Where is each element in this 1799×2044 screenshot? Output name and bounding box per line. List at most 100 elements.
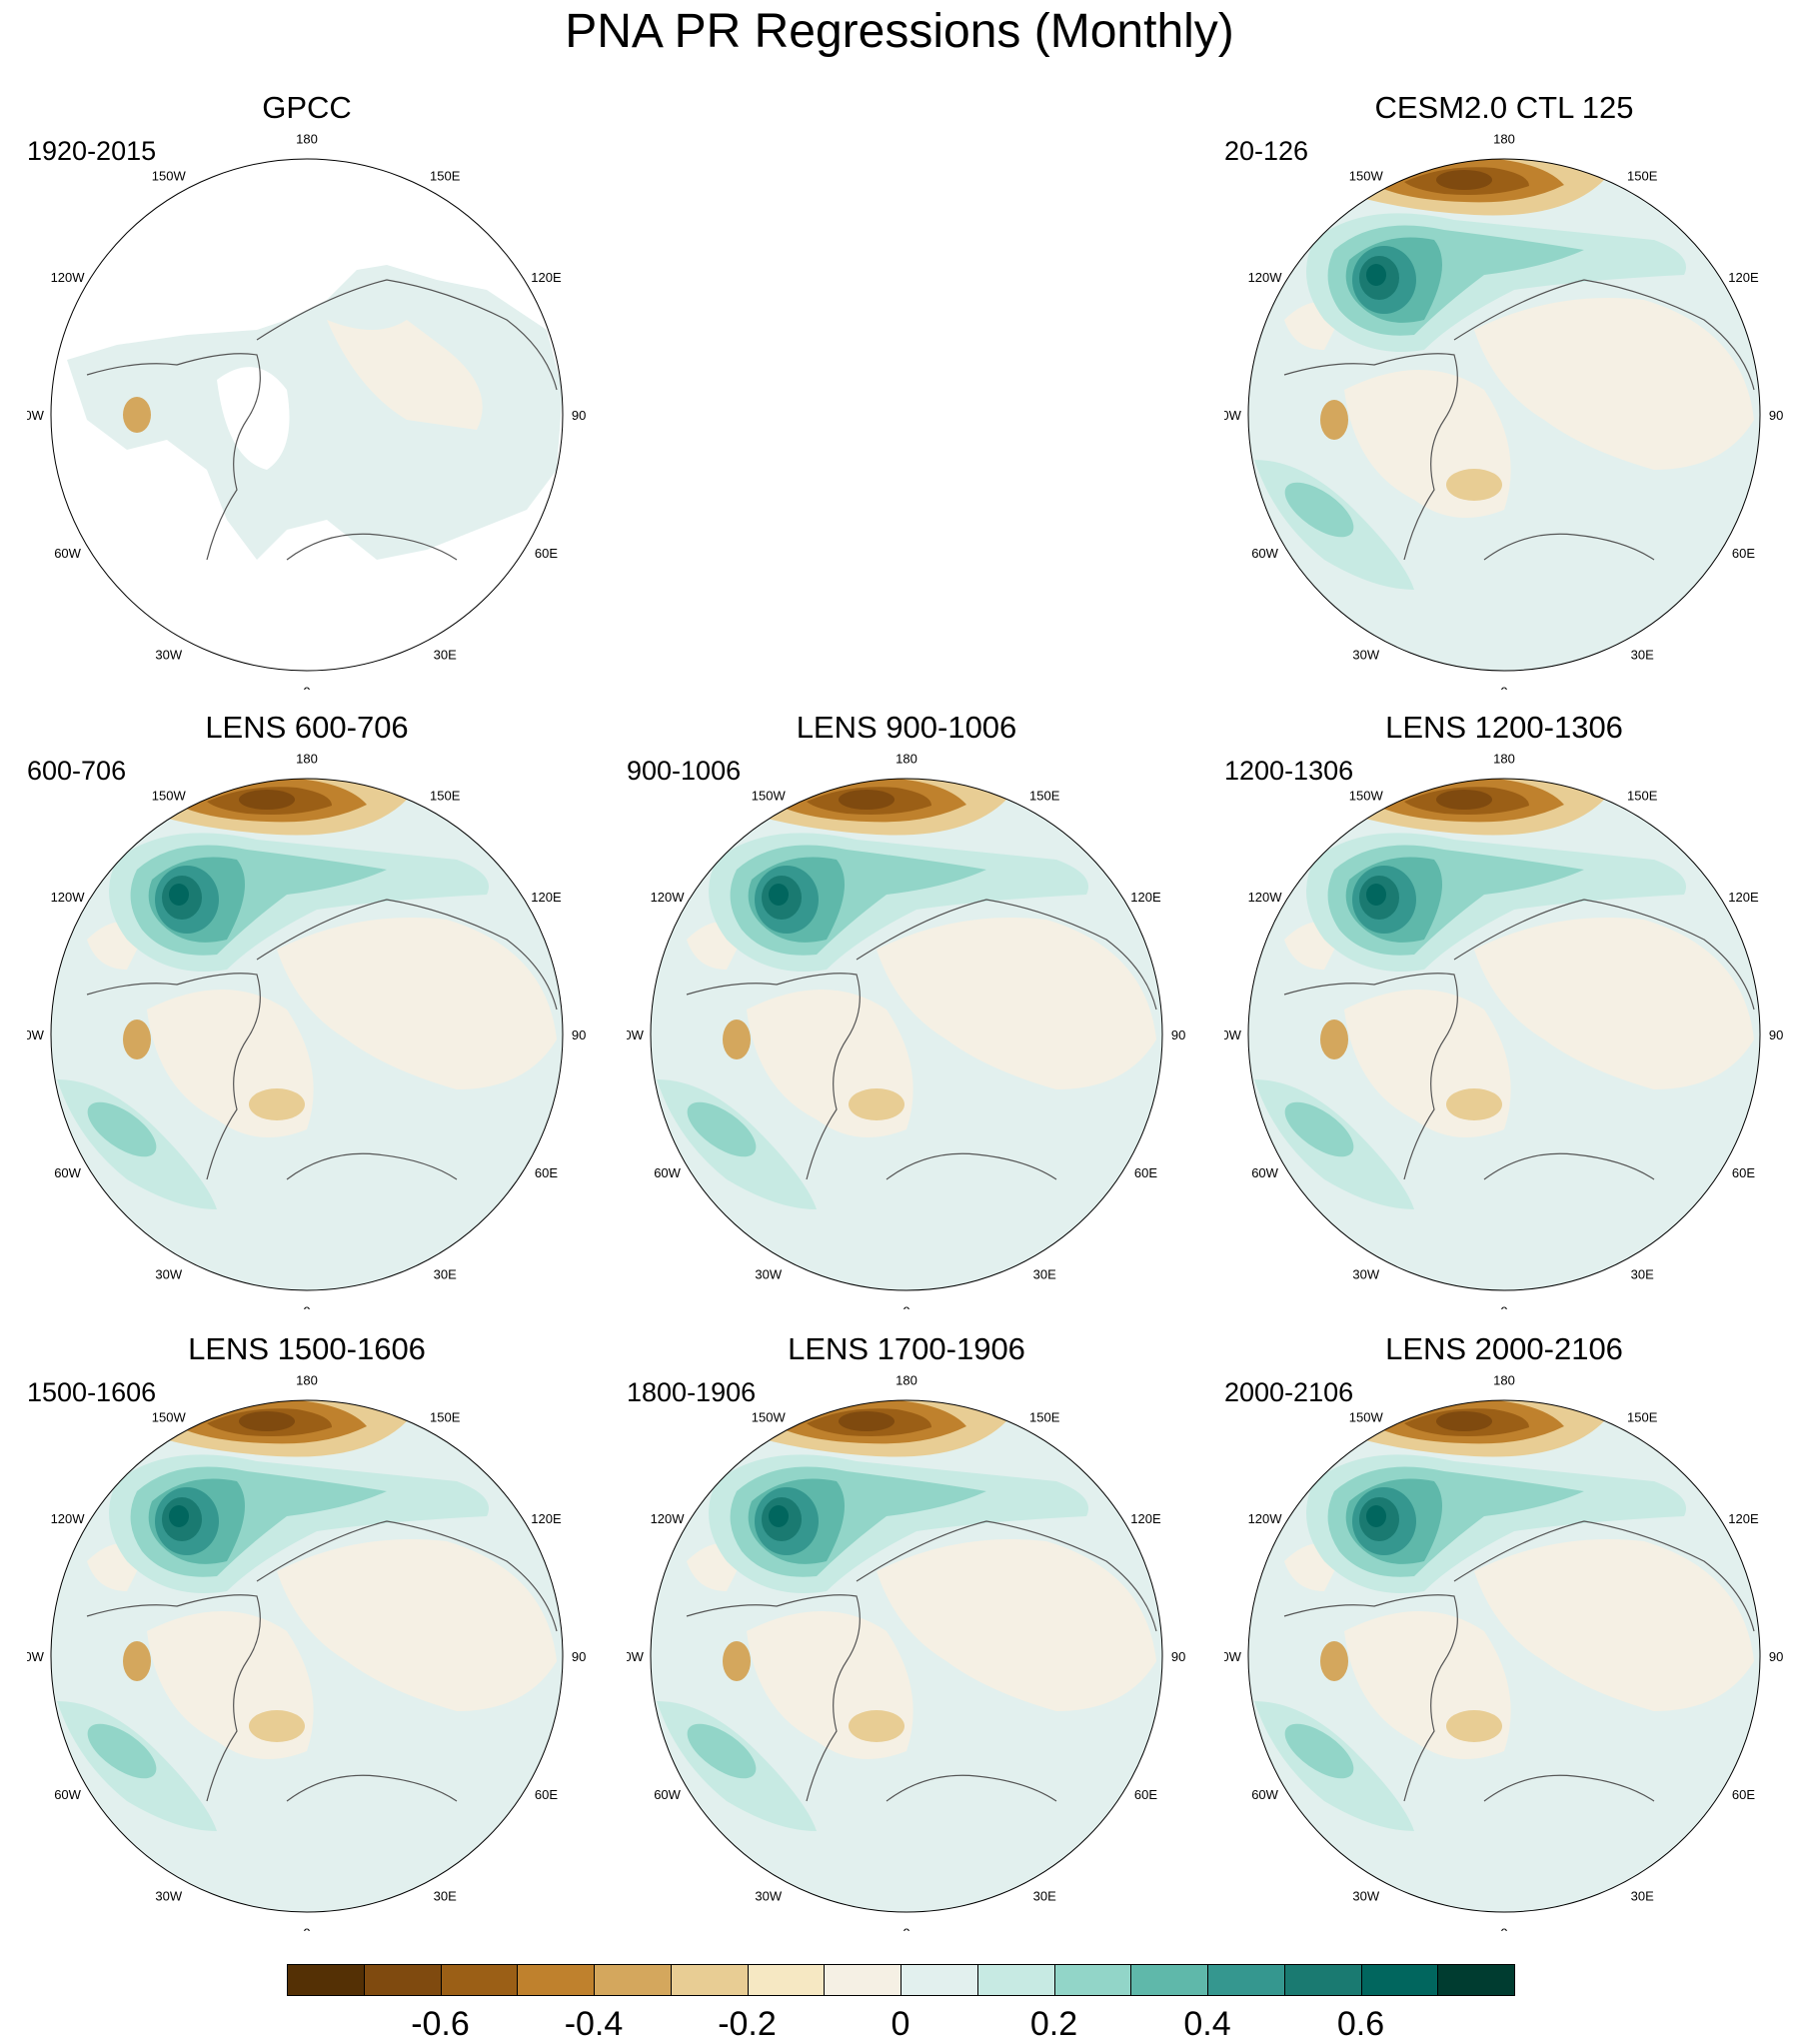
colorbar-box [976,1964,1055,1996]
lon-label: 120W [1248,270,1283,285]
colorbar [287,1964,1515,2000]
lon-label: 150W [1349,1410,1384,1425]
colorbar-box [440,1964,519,1996]
lon-label: 150W [1349,169,1384,184]
lon-label: 120E [531,890,562,905]
panel-period: 1500-1606 [27,1377,157,1407]
lon-label: 30W [755,1888,782,1903]
lon-label: 150E [1627,789,1658,804]
lon-label: 30W [1352,647,1379,662]
colorbar-box [1207,1964,1285,1996]
colorbar-box [824,1964,901,1996]
lon-label: 90W [27,1649,45,1664]
lon-label: 30E [1631,647,1654,662]
colorbar-box [1437,1964,1515,1996]
panel-period: 1200-1306 [1224,756,1354,786]
map-panel-lens1500: LENS 1500-1606 1500-1606 180 150E 120E 90E 60E… [27,1331,587,1931]
colorbar-box [1053,1964,1132,1996]
lon-label: 150W [752,789,787,804]
map-panel-lens1700: LENS 1700-1906 1800-1906 180 150E 120E 90E 60E… [627,1331,1186,1931]
map-boundary [1247,158,1761,672]
lon-label: 120W [1248,890,1283,905]
map-boundary [50,778,564,1291]
panel-title: LENS 900-1006 [796,710,1017,745]
lon-label: 150W [152,169,187,184]
lon-label: 60E [535,1165,558,1180]
negative-anomaly [123,397,151,433]
lon-label: 150E [430,1410,461,1425]
lon-label: 120E [1728,270,1759,285]
lon-label: 180 [896,1373,917,1388]
lon-label: 120W [51,1511,86,1526]
lon-label: 90E [1171,1649,1186,1664]
map-boundary [1247,778,1761,1291]
polar-map: 180 150E 120E 90E 60E 30E 0 30W 60W 90W 120W 150W [27,1373,587,1931]
polar-map: 180 150E 120E 90E 60E 30E 0 30W 60W 90W 120W 150W [1224,1373,1784,1931]
coastlines [1283,279,1755,561]
lon-label: 90W [627,1649,645,1664]
colorbar-box [517,1964,595,1996]
map-boundary [50,1399,564,1913]
colorbar-tick-label: -0.4 [564,2005,624,2043]
lon-label: 60E [1134,1165,1157,1180]
lon-label: 180 [296,1373,318,1388]
lon-label: 60W [654,1787,681,1802]
lon-label: 30W [755,1266,782,1281]
lon-label: 90E [572,1649,587,1664]
map-panel-lens900: LENS 900-1006 900-1006 180 150E 120E 90E 60E 30… [627,710,1186,1309]
lon-label: 30E [434,1888,457,1903]
lon-label: 60W [1251,546,1278,561]
panel-period: 1800-1906 [627,1377,757,1407]
panel-period: 1920-2015 [27,136,157,166]
lon-label: 90W [1224,1649,1242,1664]
colorbar-box [900,1964,978,1996]
lon-label: 60W [1251,1165,1278,1180]
lon-label: 150W [152,789,187,804]
map-boundary [650,1399,1163,1913]
lon-label: 90W [1224,408,1242,423]
lon-label: 60E [535,546,558,561]
lon-label: 0 [1500,684,1507,690]
colorbar-box [747,1964,826,1996]
lon-label: 60E [1134,1787,1157,1802]
lon-label: 30E [1631,1888,1654,1903]
map-boundary [1247,1399,1761,1913]
lon-label: 120E [1728,890,1759,905]
panel-title: LENS 1500-1606 [188,1331,426,1366]
map-panel-lens600: LENS 600-706 600-706 180 150E 120E 90E 60E 30E 0… [27,710,587,1309]
lon-label: 90W [27,408,45,423]
lon-label: 90E [572,1027,587,1042]
coastlines [686,1520,1157,1802]
lon-label: 30W [155,647,182,662]
lon-label: 120E [1130,890,1161,905]
coastlines [1283,1520,1755,1802]
lon-label: 0 [303,684,310,690]
panel-period: 20-126 [1224,136,1309,166]
colorbar-box [594,1964,672,1996]
lon-label: 60E [1732,1787,1755,1802]
lon-label: 150E [1029,1410,1060,1425]
land-shading [67,265,563,560]
polar-map: 180 150E 120E 90E 60E 30E 0 30W 60W 90W 120W 150W [1224,752,1784,1309]
lon-label: 60W [54,1787,81,1802]
map-boundary [50,158,564,672]
lon-label: 0 [902,1925,909,1931]
lon-label: 150W [752,1410,787,1425]
lon-label: 90W [1224,1027,1242,1042]
coastlines [86,1520,558,1802]
colorbar-box [1360,1964,1439,1996]
lon-label: 60E [535,1787,558,1802]
colorbar-tick-label: -0.6 [411,2005,470,2043]
lon-label: 60W [1251,1787,1278,1802]
lon-label: 90E [1769,408,1784,423]
panel-title: GPCC [262,90,352,125]
colorbar-box [287,1964,365,1996]
lon-label: 150E [1029,789,1060,804]
colorbar-box [1283,1964,1362,1996]
lon-label: 30E [1033,1888,1056,1903]
lon-label: 60E [1732,1165,1755,1180]
panel-title: LENS 1700-1906 [788,1331,1025,1366]
lon-label: 0 [1500,1925,1507,1931]
lon-label: 180 [1493,1373,1515,1388]
panel-period: 600-706 [27,756,127,786]
